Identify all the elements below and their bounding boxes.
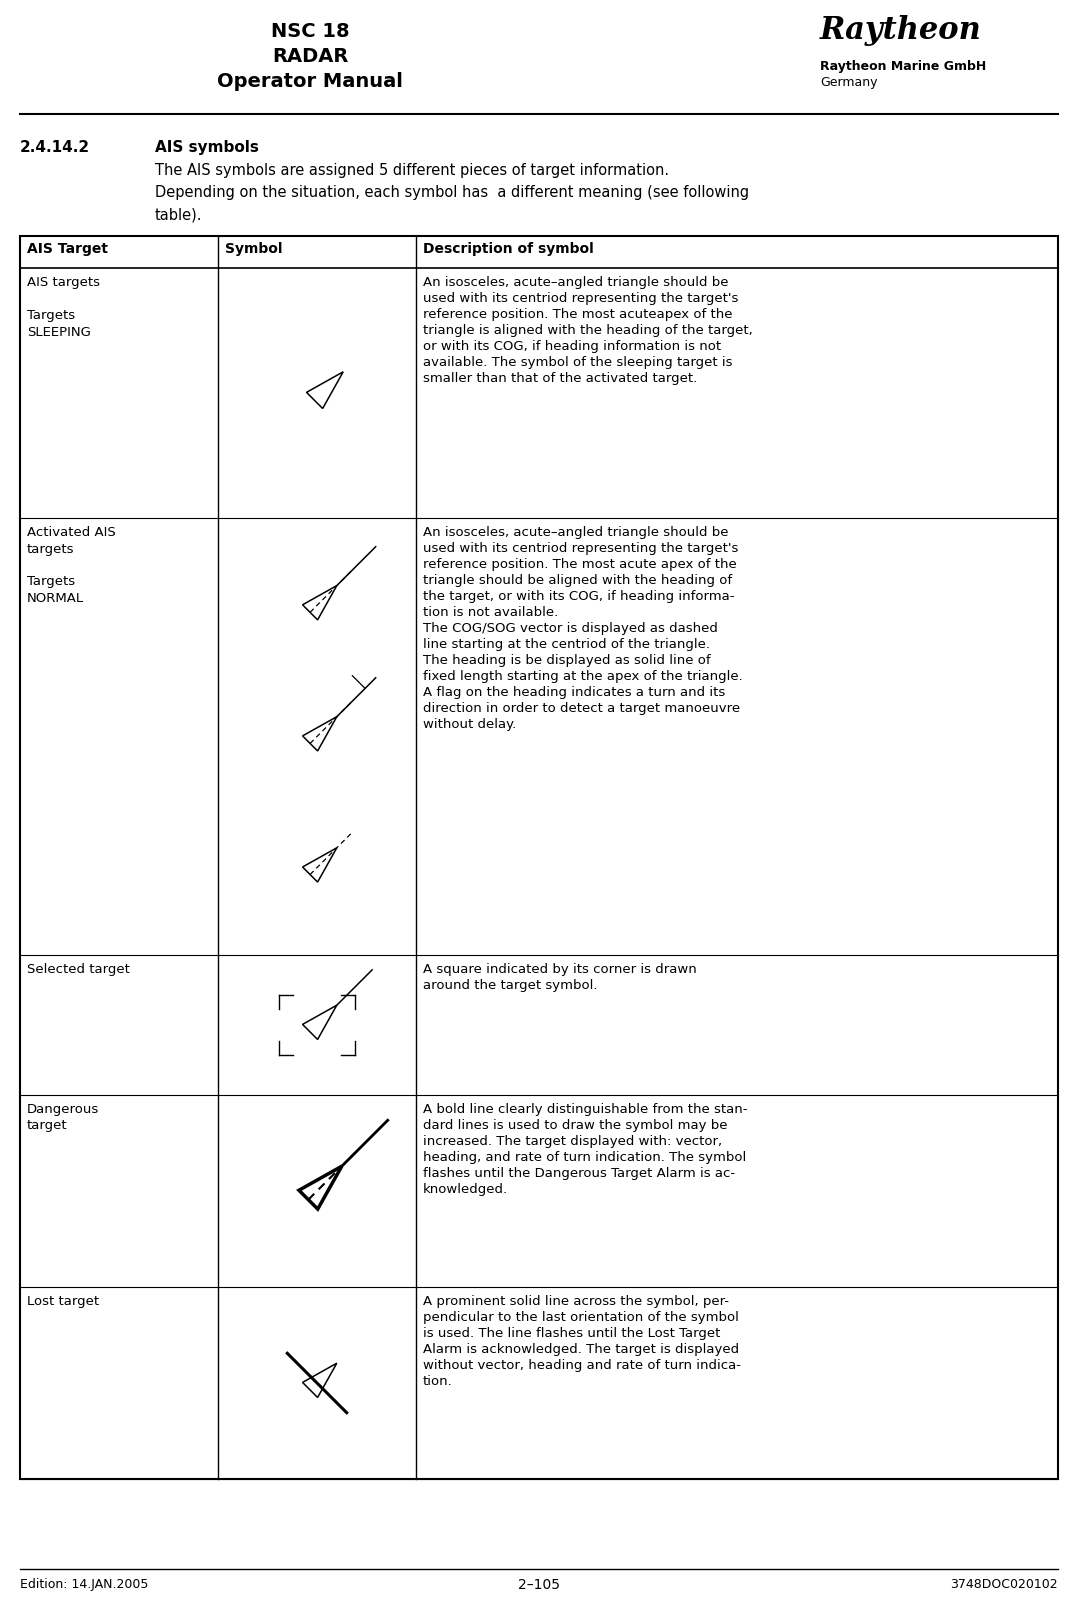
Text: Operator Manual: Operator Manual: [217, 71, 403, 91]
Bar: [20, 237, 1058, 1479]
Text: 3748DOC020102: 3748DOC020102: [951, 1578, 1058, 1591]
Text: AIS symbols: AIS symbols: [155, 140, 259, 154]
Text: A bold line clearly distinguishable from the stan-
dard lines is used to draw th: A bold line clearly distinguishable from…: [423, 1102, 747, 1195]
Text: The AIS symbols are assigned 5 different pieces of target information.: The AIS symbols are assigned 5 different…: [155, 162, 669, 179]
Text: AIS Target: AIS Target: [27, 242, 108, 256]
Text: An isosceles, acute–angled triangle should be
used with its centriod representin: An isosceles, acute–angled triangle shou…: [423, 526, 743, 730]
Text: table).: table).: [155, 206, 203, 222]
Text: 2.4.14.2: 2.4.14.2: [20, 140, 91, 154]
Text: Raytheon: Raytheon: [820, 15, 982, 45]
Text: A prominent solid line across the symbol, per-
pendicular to the last orientatio: A prominent solid line across the symbol…: [423, 1294, 741, 1388]
Text: RADAR: RADAR: [272, 47, 348, 67]
Text: Dangerous
target: Dangerous target: [27, 1102, 99, 1131]
Text: Edition: 14.JAN.2005: Edition: 14.JAN.2005: [20, 1578, 149, 1591]
Text: NSC 18: NSC 18: [271, 23, 349, 41]
Text: Symbol: Symbol: [225, 242, 282, 256]
Text: AIS targets

Targets
SLEEPING: AIS targets Targets SLEEPING: [27, 276, 100, 338]
Text: Activated AIS
targets

Targets
NORMAL: Activated AIS targets Targets NORMAL: [27, 526, 115, 605]
Text: Depending on the situation, each symbol has  a different meaning (see following: Depending on the situation, each symbol …: [155, 185, 749, 200]
Text: Raytheon Marine GmbH: Raytheon Marine GmbH: [820, 60, 986, 73]
Text: 2–105: 2–105: [519, 1578, 559, 1591]
Text: A square indicated by its corner is drawn
around the target symbol.: A square indicated by its corner is draw…: [423, 962, 696, 992]
Text: Description of symbol: Description of symbol: [423, 242, 594, 256]
Text: Lost target: Lost target: [27, 1294, 99, 1307]
Text: An isosceles, acute–angled triangle should be
used with its centriod representin: An isosceles, acute–angled triangle shou…: [423, 276, 752, 385]
Text: Selected target: Selected target: [27, 962, 129, 975]
Text: Germany: Germany: [820, 76, 877, 89]
